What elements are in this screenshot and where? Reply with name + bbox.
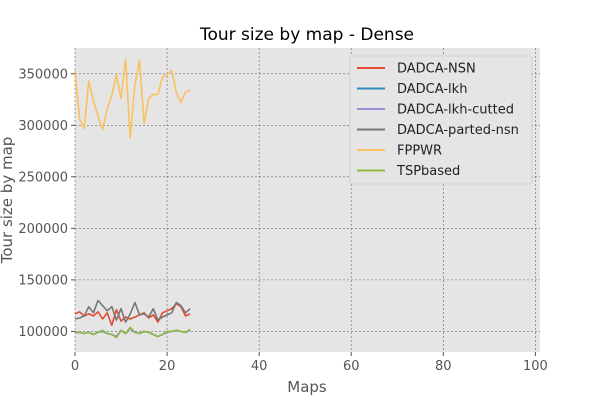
legend-label: DADCA-NSN bbox=[397, 62, 476, 77]
y-tick-label: 200000 bbox=[18, 222, 68, 237]
legend-label: DADCA-lkh-cutted bbox=[397, 103, 514, 118]
x-tick-label: 100 bbox=[523, 359, 548, 374]
y-tick-label: 250000 bbox=[18, 170, 68, 185]
legend: DADCA-NSN DADCA-lkh DADCA-lkh-cutted DADCA-… bbox=[349, 55, 533, 185]
legend-label: DADCA-lkh bbox=[397, 82, 467, 97]
y-tick-label: 300000 bbox=[18, 119, 68, 134]
x-tick-label: 80 bbox=[435, 359, 452, 374]
x-tick-label: 60 bbox=[343, 359, 360, 374]
legend-label: FPPWR bbox=[397, 144, 442, 159]
y-tick-label: 350000 bbox=[18, 67, 68, 82]
x-tick-label: 20 bbox=[159, 359, 176, 374]
y-axis-ticks: 100000 150000 200000 250000 300000 350000 bbox=[18, 67, 75, 340]
series-line-dadca-parted-nsn bbox=[74, 299, 191, 323]
x-axis-ticks: 0 20 40 60 80 100 bbox=[71, 352, 548, 374]
series-line-fppwr bbox=[74, 58, 191, 139]
legend-box bbox=[349, 55, 533, 185]
legend-label: DADCA-parted-nsn bbox=[397, 123, 519, 138]
x-tick-label: 40 bbox=[251, 359, 268, 374]
grid-lines bbox=[74, 48, 540, 352]
y-tick-label: 150000 bbox=[18, 273, 68, 288]
series-line-dadca-nsn bbox=[74, 302, 191, 327]
y-tick-label: 100000 bbox=[18, 325, 68, 340]
y-axis-label: Tour size by map bbox=[0, 137, 16, 265]
chart-title: Tour size by map - Dense bbox=[199, 25, 414, 45]
series-lines bbox=[74, 58, 191, 339]
x-tick-label: 0 bbox=[71, 359, 79, 374]
series-line-tspbased bbox=[75, 326, 191, 339]
x-axis-label: Maps bbox=[287, 378, 327, 396]
legend-label: TSPbased bbox=[396, 164, 460, 179]
